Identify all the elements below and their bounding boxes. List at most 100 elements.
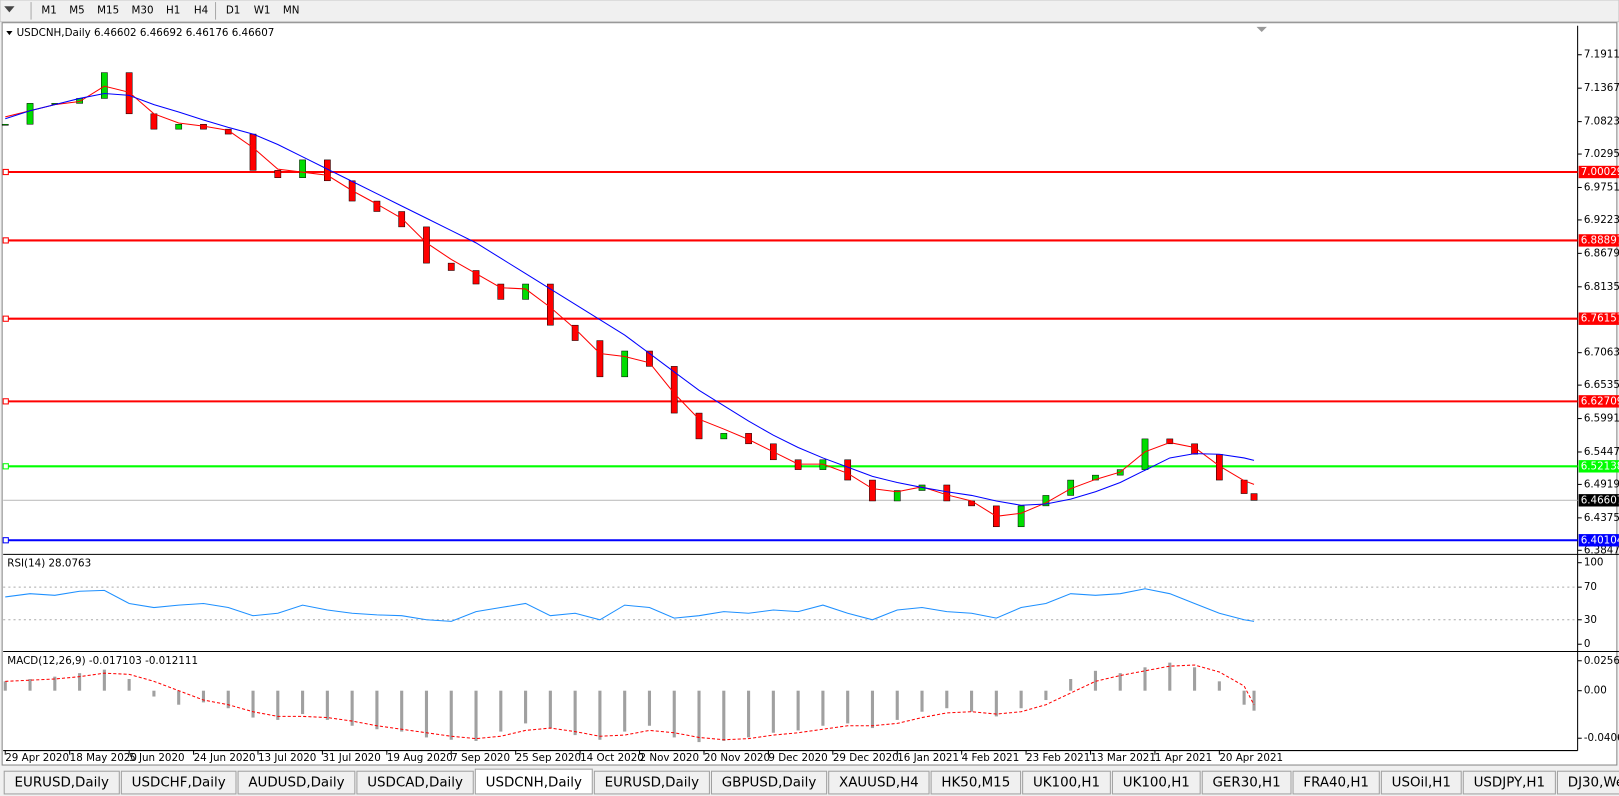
tab-label[interactable]: USDCHF,Daily (132, 776, 226, 791)
macd-bar (1217, 681, 1221, 691)
candle (571, 324, 579, 341)
candle (398, 211, 406, 228)
macd-bar (3, 681, 7, 691)
tab[interactable]: HK50,M15 (930, 770, 1022, 795)
macd-bar (1118, 673, 1122, 691)
tab[interactable]: FRA40,H1 (1292, 770, 1380, 795)
x-tick-label: 31 Jul 2020 (322, 752, 380, 764)
timeframe-button[interactable]: M30 (132, 4, 154, 16)
timeframe-button[interactable]: MN (283, 4, 300, 16)
y-tick-label: 7.19110 (1584, 49, 1619, 61)
tab-label[interactable]: USOil,H1 (1392, 776, 1451, 791)
tab-bg (710, 770, 828, 795)
tab[interactable]: UK100,H1 (1022, 770, 1111, 795)
timeframe-button[interactable]: M1 (41, 4, 56, 16)
x-tick-label: 2 Nov 2020 (640, 752, 700, 764)
x-tick-label: 4 Feb 2021 (962, 752, 1020, 764)
tab-label[interactable]: HK50,M15 (941, 776, 1010, 791)
macd-bar (325, 690, 329, 720)
tab[interactable]: GBPUSD,Daily (710, 770, 828, 795)
y-tick-label: 7.13670 (1584, 82, 1619, 94)
toolbar-icon[interactable] (4, 6, 15, 13)
shift-marker[interactable] (1256, 26, 1267, 33)
tab-label[interactable]: GER30,H1 (1213, 776, 1281, 791)
level-label: 6.40104 (1581, 534, 1619, 546)
macd-bar (127, 679, 131, 691)
macd-bar (449, 690, 453, 740)
tab-label[interactable]: FRA40,H1 (1303, 776, 1369, 791)
macd-signal-line (5, 664, 1255, 741)
tab[interactable]: USDJPY,H1 (1462, 770, 1556, 795)
tab[interactable]: USOil,H1 (1380, 770, 1462, 795)
tab[interactable]: AUDUSD,Daily (237, 770, 356, 795)
tab-label[interactable]: DJ30,Weekly (1568, 776, 1619, 791)
candle (844, 459, 852, 481)
candle (794, 459, 802, 470)
x-tick-label: 5 Jun 2020 (129, 752, 184, 764)
level-label-bg (1578, 165, 1619, 179)
timeframe-button[interactable]: M5 (69, 4, 84, 16)
macd-bar (524, 690, 528, 724)
chart-title: USDCNH,Daily 6.46602 6.46692 6.46176 6.4… (17, 27, 275, 39)
ma-slow-line (5, 93, 1255, 506)
tab-bg (1380, 770, 1462, 795)
timeframe-button[interactable]: W1 (254, 4, 271, 16)
timeframe-button[interactable]: H4 (194, 4, 208, 16)
tab[interactable]: UK100,H1 (1111, 770, 1201, 795)
x-tick-label: 20 Apr 2021 (1219, 752, 1283, 764)
tab-label[interactable]: UK100,H1 (1033, 776, 1100, 791)
tab-label[interactable]: XAUUSD,H4 (839, 776, 919, 791)
timeframe-button[interactable]: D1 (226, 4, 241, 16)
tab[interactable]: DJ30,Weekly (1556, 770, 1619, 795)
x-tick-label: 7 Sep 2020 (451, 752, 510, 764)
tab[interactable]: USDCHF,Daily (120, 770, 237, 795)
tab-label[interactable]: EURUSD,Daily (605, 776, 699, 791)
title-arrow (6, 30, 13, 36)
tab-label[interactable]: AUDUSD,Daily (248, 776, 344, 791)
macd-bar (771, 690, 775, 733)
x-tick-label: 16 Jan 2021 (897, 752, 959, 764)
timeframe-button[interactable]: H1 (166, 4, 180, 16)
tab[interactable]: USDCNH,Daily (474, 768, 593, 795)
tab-label[interactable]: UK100,H1 (1123, 776, 1190, 791)
tab[interactable]: EURUSD,Daily (3, 770, 120, 795)
macd-bar (846, 690, 850, 724)
tab-bg (1111, 770, 1201, 795)
tab-bg (3, 770, 120, 795)
candle (1191, 443, 1198, 455)
candle (26, 103, 34, 125)
candle (621, 350, 629, 378)
tab-label[interactable]: USDJPY,H1 (1474, 776, 1545, 791)
tab-label[interactable]: EURUSD,Daily (15, 776, 109, 791)
macd-bar (424, 690, 429, 738)
x-tick-label: 13 Jul 2020 (258, 752, 316, 764)
y-tick-label: 6.70630 (1584, 347, 1619, 359)
x-tick-label: 18 May 2020 (70, 752, 137, 764)
candle (1166, 438, 1174, 445)
candle (893, 490, 901, 502)
tab-label[interactable]: USDCAD,Daily (367, 776, 463, 791)
macd-bar (499, 690, 503, 732)
tab-label[interactable]: GBPUSD,Daily (722, 776, 817, 791)
macd-bar (821, 690, 825, 726)
tab-bg (120, 770, 237, 795)
tab-label[interactable]: USDCNH,Daily (486, 776, 582, 791)
tab-bg (474, 768, 593, 795)
timeframe-button[interactable]: M15 (97, 4, 119, 16)
tab[interactable]: GER30,H1 (1201, 770, 1292, 795)
macd-bar (474, 690, 478, 741)
y-tick-label: 6.49190 (1584, 478, 1619, 490)
x-tick-label: 1 Apr 2021 (1155, 752, 1212, 764)
tab[interactable]: EURUSD,Daily (593, 770, 710, 795)
tab[interactable]: XAUUSD,H4 (828, 770, 930, 795)
macd-bar (623, 690, 627, 732)
candle (1250, 493, 1258, 501)
level-label-bg (1578, 234, 1619, 247)
candle (101, 72, 108, 99)
macd-bar (722, 690, 726, 741)
macd-bar (102, 669, 106, 691)
tab[interactable]: USDCAD,Daily (356, 770, 474, 795)
tab-bg (1292, 770, 1380, 795)
macd-bar (1044, 690, 1048, 701)
macd-bar (945, 690, 949, 709)
